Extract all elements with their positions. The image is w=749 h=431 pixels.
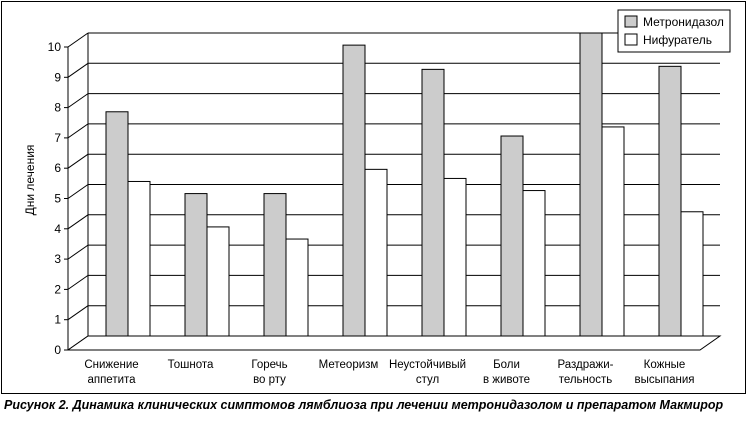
grid-diagonal	[67, 32, 89, 48]
axis-layer	[64, 33, 722, 351]
bar-metronidazole	[263, 193, 287, 337]
x-category-label: высыпания	[634, 374, 694, 386]
grid-diagonal	[67, 244, 89, 260]
grid-diagonal	[67, 184, 89, 199]
bar-nifuratel	[522, 190, 546, 337]
x-category-label: во рту	[253, 374, 286, 386]
y-tick-label: 4	[54, 222, 61, 236]
y-tick-label: 5	[54, 192, 61, 206]
bar-metronidazole	[105, 111, 129, 337]
x-category-label: Тошнота	[168, 359, 214, 371]
bar-chart: 0 1 2 3 4 5 6 7 8 9 10 Снижение аппетита Тошнота Гореч…	[23, 9, 731, 386]
y-axis-label: Дни лечения	[23, 145, 37, 216]
y-tick-label: 3	[54, 252, 61, 266]
bar-metronidazole	[658, 65, 682, 337]
figure-caption: Рисунок 2. Динамика клинических симптомо…	[4, 398, 724, 412]
y-tick-label: 6	[54, 161, 61, 175]
legend-label-nifuratel: Нифуратель	[643, 33, 712, 47]
legend-label-metronidazole: Метронидазол	[643, 15, 724, 29]
bar-metronidazole	[184, 193, 208, 337]
bar-nifuratel	[443, 177, 467, 337]
x-category-label: Снижение	[84, 359, 138, 371]
legend-swatch-metronidazole	[624, 15, 638, 28]
grid-diagonal	[67, 305, 89, 321]
x-category-label: стул	[416, 374, 439, 386]
x-category-label: Горечь	[251, 359, 287, 371]
y-tick-label: 0	[54, 343, 61, 357]
grid-diagonal	[67, 93, 89, 109]
y-tick-label: 9	[54, 70, 61, 84]
bar-metronidazole	[421, 68, 445, 337]
x-category-label: аппетита	[87, 374, 136, 386]
legend: Метронидазол Нифуратель	[617, 9, 731, 53]
x-category-label: Метеоризм	[319, 359, 379, 371]
y-tick-label: 10	[48, 40, 62, 54]
x-category-label: Кожные	[644, 359, 686, 371]
label-layer: 0 1 2 3 4 5 6 7 8 9 10 Снижение аппетита Тошнота Гореч…	[48, 40, 695, 386]
x-category-label: тельность	[559, 374, 613, 386]
bar-metronidazole	[500, 135, 524, 337]
x-category-label: Боли	[493, 359, 520, 371]
bar-layer	[105, 32, 704, 337]
grid-diagonal	[67, 214, 89, 230]
bar-nifuratel	[680, 211, 704, 337]
grid-diagonal	[67, 153, 89, 169]
y-tick-label: 1	[54, 313, 61, 327]
bar-metronidazole	[342, 44, 366, 337]
floor	[66, 335, 722, 351]
bar-nifuratel	[127, 180, 151, 337]
y-tick-label: 2	[54, 282, 61, 296]
y-tick-label: 7	[54, 131, 61, 145]
y-tick-label: 8	[54, 101, 61, 115]
bar-metronidazole	[579, 32, 603, 337]
x-category-label: Неустойчивый	[389, 359, 466, 371]
x-category-label: в животе	[483, 374, 530, 386]
legend-swatch-nifuratel	[624, 33, 638, 46]
bar-nifuratel	[601, 126, 625, 337]
bar-nifuratel	[206, 226, 230, 337]
chart-frame	[1, 1, 746, 394]
grid-diagonal	[67, 274, 89, 290]
bar-nifuratel	[364, 168, 388, 337]
grid-diagonal	[67, 123, 89, 139]
grid-diagonal	[67, 62, 89, 78]
x-category-label: Раздражи-	[557, 359, 613, 371]
bar-nifuratel	[285, 238, 309, 337]
